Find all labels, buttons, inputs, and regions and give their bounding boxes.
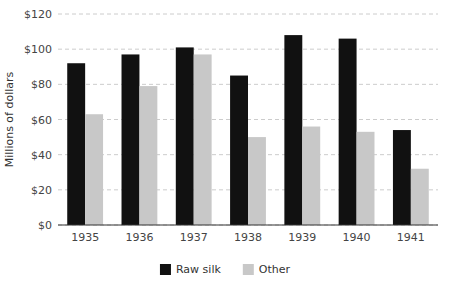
- x-tick-label: 1935: [71, 231, 99, 244]
- x-tick-label: 1936: [125, 231, 153, 244]
- y-tick-label: $80: [31, 78, 52, 91]
- bar: [139, 86, 157, 225]
- grid-line: [58, 49, 438, 50]
- bar: [85, 114, 103, 225]
- y-axis-label: Millions of dollars: [3, 71, 16, 167]
- legend-item: Other: [243, 263, 291, 276]
- x-tick-label: 1937: [180, 231, 208, 244]
- legend-swatch: [243, 264, 254, 275]
- bar: [284, 35, 302, 225]
- bar: [248, 137, 266, 225]
- grid-line: [58, 225, 438, 226]
- bar: [357, 132, 375, 225]
- x-tick-label: 1940: [343, 231, 371, 244]
- bar: [176, 47, 194, 225]
- bar: [411, 169, 429, 225]
- legend: Raw silk Other: [160, 263, 291, 276]
- x-tick-label: 1939: [288, 231, 316, 244]
- legend-item: Raw silk: [160, 263, 221, 276]
- x-tick-label: 1938: [234, 231, 262, 244]
- bars: [67, 35, 429, 225]
- chart: $0 $20 $40 $60 $80 $100 $120 Millions of dollar…: [0, 0, 450, 287]
- y-tick-label: $100: [24, 43, 52, 56]
- grid: [58, 14, 438, 225]
- x-tick-label: 1941: [397, 231, 425, 244]
- bar: [194, 54, 212, 225]
- y-tick-label: $60: [31, 114, 52, 127]
- bar: [339, 39, 357, 225]
- bar: [67, 63, 85, 225]
- grid-line: [58, 14, 438, 15]
- legend-swatch: [160, 264, 171, 275]
- legend-label: Other: [259, 263, 291, 276]
- legend-label: Raw silk: [176, 263, 221, 276]
- bar: [230, 76, 248, 225]
- y-tick-label: $0: [38, 219, 52, 232]
- y-tick-label: $40: [31, 149, 52, 162]
- y-tick-label: $20: [31, 184, 52, 197]
- bar: [302, 127, 320, 225]
- bar: [393, 130, 411, 225]
- y-tick-label: $120: [24, 8, 52, 21]
- x-axis-line: [58, 225, 438, 226]
- bar: [122, 54, 140, 225]
